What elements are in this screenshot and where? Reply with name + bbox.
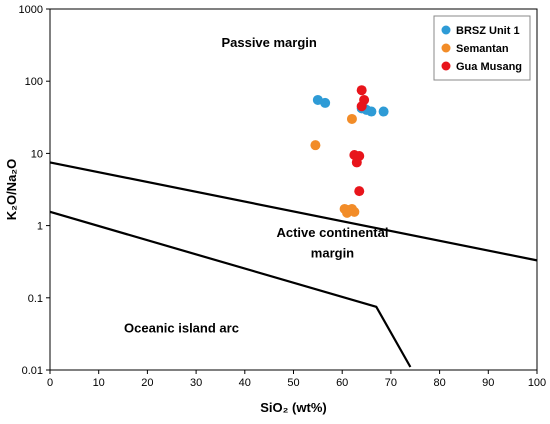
- data-point: [356, 85, 367, 96]
- x-tick-label: 20: [141, 377, 153, 389]
- y-tick-label: 10: [31, 148, 43, 160]
- data-point: [320, 97, 331, 108]
- y-tick-label: 0.01: [22, 365, 43, 377]
- legend-marker: [441, 43, 451, 53]
- data-point: [310, 140, 321, 151]
- legend-marker: [441, 61, 451, 71]
- data-points: [310, 85, 389, 218]
- y-tick-label: 0.1: [28, 293, 43, 305]
- x-tick-label: 60: [336, 377, 348, 389]
- boundary-lines: [49, 161, 538, 368]
- data-point: [351, 157, 362, 168]
- data-point: [356, 101, 367, 112]
- region-label: Oceanic island arc: [124, 321, 239, 336]
- region-label: Passive margin: [221, 35, 316, 50]
- x-axis-title: SiO₂ (wt%): [260, 400, 326, 415]
- data-point: [342, 204, 353, 215]
- region-label: margin: [311, 246, 354, 261]
- region-label: Active continental: [276, 225, 388, 240]
- x-tick-label: 50: [287, 377, 299, 389]
- boundary-line-1: [49, 161, 538, 262]
- x-tick-label: 100: [528, 377, 546, 389]
- x-tick-label: 0: [47, 377, 53, 389]
- y-tick-label: 1000: [19, 4, 43, 16]
- x-tick-label: 30: [190, 377, 202, 389]
- x-tick-label: 80: [433, 377, 445, 389]
- boundary-line-2: [49, 210, 412, 368]
- legend-marker: [441, 25, 451, 35]
- y-axis-title: K₂O/Na₂O: [4, 159, 19, 220]
- data-point: [378, 106, 389, 117]
- x-tick-label: 40: [239, 377, 251, 389]
- y-tick-label: 1: [37, 221, 43, 233]
- x-axis: 0 10 20 30 40 50 60 70 80 90 100: [47, 370, 546, 389]
- y-axis: 0.01 0.1 1 10 100 1000: [19, 4, 50, 377]
- x-tick-label: 70: [385, 377, 397, 389]
- legend-label: Gua Musang: [456, 61, 522, 73]
- legend: BRSZ Unit 1 Semantan Gua Musang: [433, 15, 531, 81]
- legend-label: Semantan: [456, 43, 509, 55]
- x-tick-label: 10: [93, 377, 105, 389]
- data-point: [346, 113, 357, 124]
- data-point: [354, 186, 365, 197]
- legend-label: BRSZ Unit 1: [456, 25, 520, 37]
- region-labels: Passive margin Active continental margin Oc…: [124, 35, 388, 336]
- x-tick-label: 90: [482, 377, 494, 389]
- y-tick-label: 100: [25, 76, 43, 88]
